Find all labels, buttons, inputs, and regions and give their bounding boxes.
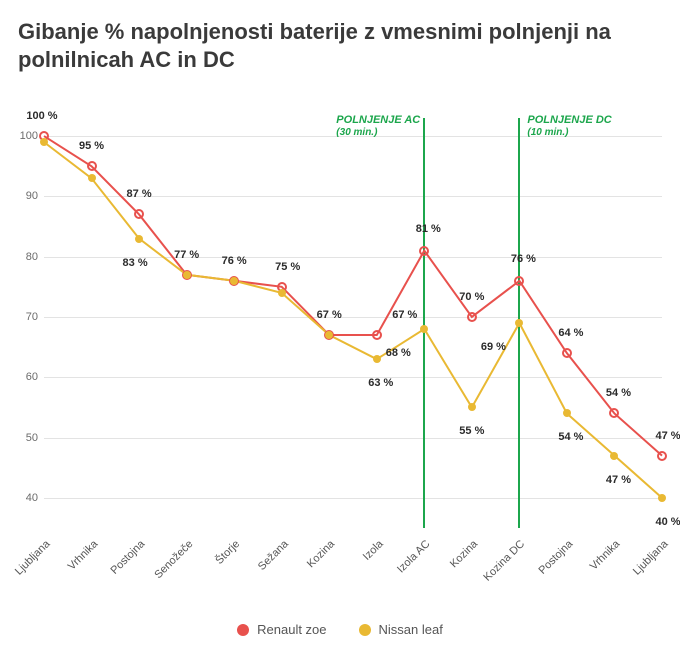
data-label: 87 % bbox=[127, 188, 152, 204]
data-label: 95 % bbox=[79, 140, 104, 156]
y-tick-label: 50 bbox=[8, 432, 38, 444]
data-label: 54 % bbox=[558, 429, 583, 443]
series-line bbox=[44, 136, 662, 456]
data-label: 68 % bbox=[386, 345, 411, 359]
y-tick-label: 60 bbox=[8, 371, 38, 383]
x-tick-label: Izola bbox=[361, 538, 386, 563]
data-point bbox=[657, 451, 667, 461]
x-tick-label: Vrhnika bbox=[588, 538, 623, 573]
data-point bbox=[563, 409, 571, 417]
data-label: 40 % bbox=[655, 514, 680, 528]
data-point bbox=[372, 330, 382, 340]
data-label: 77 % bbox=[174, 249, 199, 265]
y-tick-label: 100 bbox=[8, 130, 38, 142]
data-point bbox=[609, 408, 619, 418]
x-tick-label: Izola AC bbox=[395, 538, 432, 575]
data-label: 83 % bbox=[123, 255, 148, 269]
y-tick-label: 90 bbox=[8, 190, 38, 202]
data-label: 81 % bbox=[416, 223, 441, 239]
y-tick-label: 70 bbox=[8, 311, 38, 323]
data-point bbox=[373, 355, 381, 363]
data-point bbox=[134, 209, 144, 219]
data-label: 100 % bbox=[26, 110, 57, 126]
data-point bbox=[88, 174, 96, 182]
x-tick-label: Postojna bbox=[109, 538, 148, 577]
data-point bbox=[468, 403, 476, 411]
data-label: 55 % bbox=[459, 423, 484, 437]
data-point bbox=[87, 161, 97, 171]
series-lines bbox=[44, 118, 662, 528]
data-label: 67 % bbox=[392, 309, 417, 325]
x-tick-label: Ljubljana bbox=[13, 538, 53, 578]
data-point bbox=[658, 494, 666, 502]
data-label: 76 % bbox=[511, 253, 536, 269]
data-point bbox=[278, 289, 286, 297]
x-tick-label: Kozina bbox=[305, 538, 337, 570]
legend: Renault zoe Nissan leaf bbox=[0, 622, 680, 639]
data-point bbox=[419, 246, 429, 256]
data-label: 47 % bbox=[655, 430, 680, 446]
y-tick-label: 40 bbox=[8, 492, 38, 504]
chart-title: Gibanje % napolnjenosti baterije z vmesn… bbox=[18, 18, 662, 73]
data-point bbox=[467, 312, 477, 322]
data-label: 54 % bbox=[606, 387, 631, 403]
x-tick-label: Postojna bbox=[536, 538, 575, 577]
legend-swatch bbox=[237, 624, 249, 636]
data-label: 76 % bbox=[222, 255, 247, 271]
data-label: 64 % bbox=[558, 327, 583, 343]
battery-chart: Gibanje % napolnjenosti baterije z vmesn… bbox=[0, 0, 680, 658]
data-point bbox=[325, 331, 333, 339]
x-tick-label: Sežana bbox=[256, 538, 291, 573]
x-tick-label: Štorje bbox=[214, 538, 243, 567]
data-label: 67 % bbox=[317, 309, 342, 325]
legend-swatch bbox=[359, 624, 371, 636]
data-point bbox=[183, 271, 191, 279]
data-point bbox=[514, 276, 524, 286]
data-label: 75 % bbox=[275, 261, 300, 277]
x-tick-label: Kozina DC bbox=[482, 538, 528, 584]
legend-item: Renault zoe bbox=[237, 622, 326, 637]
data-point bbox=[230, 277, 238, 285]
data-label: 70 % bbox=[459, 291, 484, 307]
data-point bbox=[40, 138, 48, 146]
plot-area: POLNJENJE AC(30 min.)POLNJENJE DC(10 min… bbox=[44, 118, 662, 528]
data-label: 69 % bbox=[481, 339, 506, 353]
legend-label: Renault zoe bbox=[257, 622, 326, 637]
y-tick-label: 80 bbox=[8, 251, 38, 263]
data-label: 63 % bbox=[368, 375, 393, 389]
legend-label: Nissan leaf bbox=[379, 622, 443, 637]
x-tick-label: Kozina bbox=[448, 538, 480, 570]
data-label: 47 % bbox=[606, 472, 631, 486]
x-tick-label: Vrhnika bbox=[65, 538, 100, 573]
data-point bbox=[562, 348, 572, 358]
x-tick-label: Ljubljana bbox=[631, 538, 671, 578]
data-point bbox=[135, 235, 143, 243]
x-tick-label: Senožeče bbox=[152, 538, 195, 581]
legend-item: Nissan leaf bbox=[359, 622, 443, 637]
data-point bbox=[610, 452, 618, 460]
data-point bbox=[420, 325, 428, 333]
data-point bbox=[515, 319, 523, 327]
